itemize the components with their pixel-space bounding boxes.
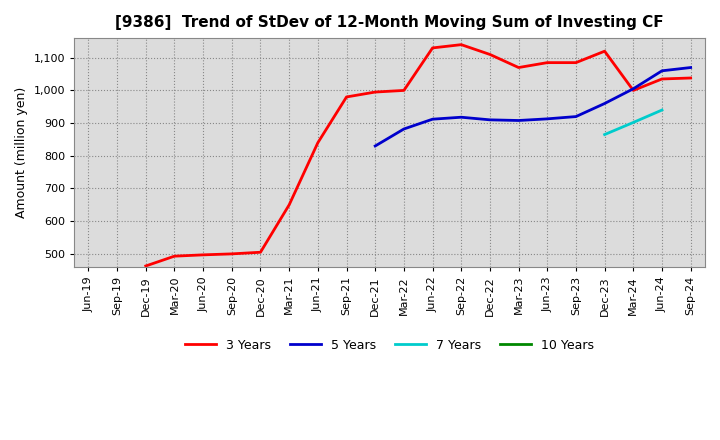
Title: [9386]  Trend of StDev of 12-Month Moving Sum of Investing CF: [9386] Trend of StDev of 12-Month Moving… bbox=[115, 15, 664, 30]
Y-axis label: Amount (million yen): Amount (million yen) bbox=[15, 87, 28, 218]
Legend: 3 Years, 5 Years, 7 Years, 10 Years: 3 Years, 5 Years, 7 Years, 10 Years bbox=[180, 334, 599, 357]
